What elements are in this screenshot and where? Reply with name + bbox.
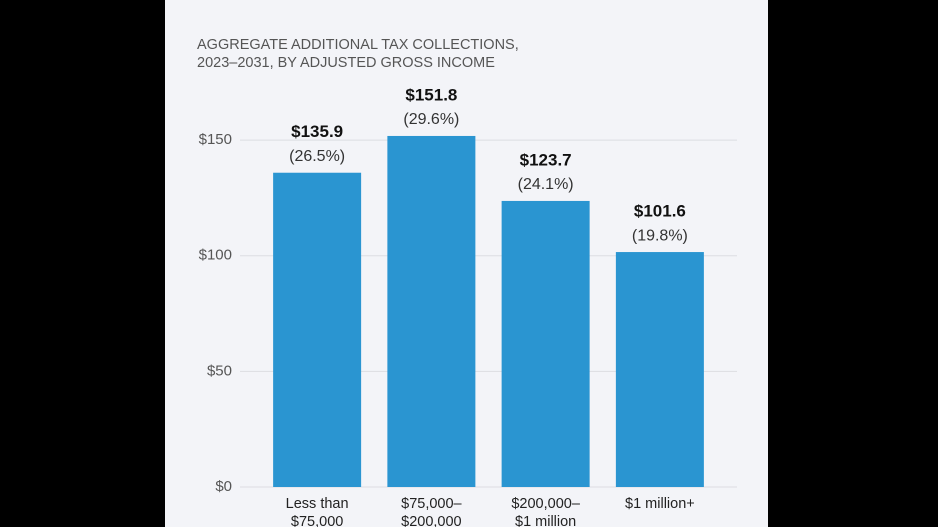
y-tick-label: $100 xyxy=(199,247,232,264)
subtitle: AGGREGATE ADDITIONAL TAX COLLECTIONS, xyxy=(197,37,519,53)
x-tick-label: $75,000 xyxy=(291,514,343,527)
y-tick-label: $150 xyxy=(199,131,232,148)
value-label: $101.6 xyxy=(634,202,686,221)
value-label: $123.7 xyxy=(520,150,572,169)
subtitle: 2023–2031, BY ADJUSTED GROSS INCOME xyxy=(197,55,495,71)
x-tick-label: Less than xyxy=(286,496,349,512)
value-label: $135.9 xyxy=(291,122,343,141)
x-tick-label: $200,000– xyxy=(511,496,580,512)
x-tick-label: $1 million+ xyxy=(625,496,695,512)
share-label: (29.6%) xyxy=(403,111,459,128)
bar xyxy=(615,252,704,487)
share-label: (26.5%) xyxy=(289,148,345,165)
y-tick-label: $50 xyxy=(207,362,232,379)
x-tick-label: $1 million xyxy=(515,514,576,527)
share-label: (24.1%) xyxy=(518,176,574,193)
bar xyxy=(273,172,362,487)
y-tick-label: $0 xyxy=(215,478,232,495)
bar xyxy=(387,135,476,487)
x-tick-label: $200,000 xyxy=(401,514,461,527)
x-tick-label: $75,000– xyxy=(401,496,462,512)
share-label: (19.8%) xyxy=(632,227,688,244)
bar xyxy=(501,200,590,487)
value-label: $151.8 xyxy=(405,85,457,104)
